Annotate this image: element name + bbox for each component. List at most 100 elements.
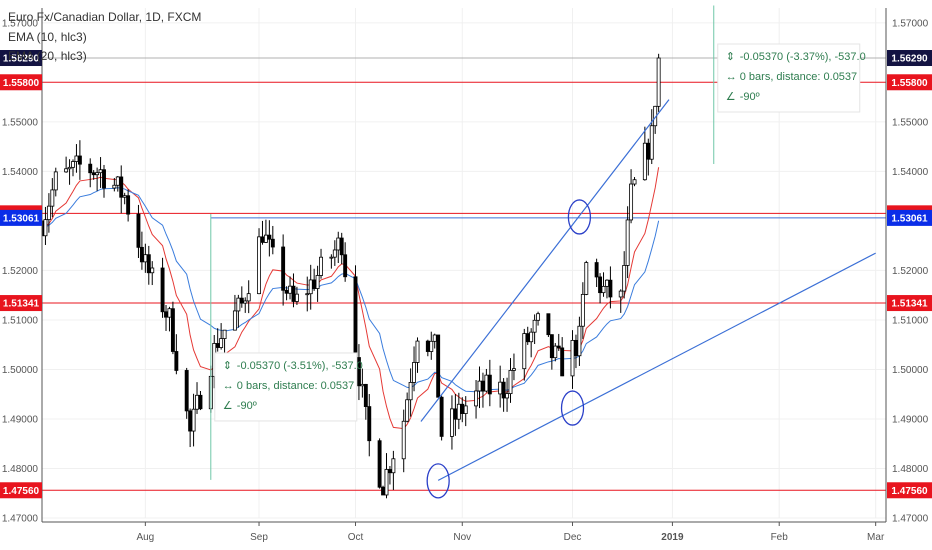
candle <box>384 453 389 499</box>
candle-body <box>401 420 406 460</box>
price-tag-label: 1.56290 <box>3 54 40 65</box>
candle <box>257 228 261 295</box>
candle-body <box>319 256 323 276</box>
candle-body <box>288 285 292 294</box>
candle-body <box>601 285 606 294</box>
candle-body <box>263 234 268 243</box>
candle-body <box>174 351 179 371</box>
price-tag-background <box>887 482 932 499</box>
candle-body <box>356 357 361 387</box>
candle <box>577 316 582 366</box>
candle-body <box>150 267 155 274</box>
x-tick-label: Aug <box>136 532 154 543</box>
x-tick-label: Nov <box>453 532 471 543</box>
right-y-tick-label: 1.50000 <box>892 365 929 376</box>
candle <box>139 231 144 270</box>
candle-body <box>246 293 251 302</box>
candle <box>263 219 268 244</box>
candle <box>405 392 410 423</box>
candle-body <box>532 319 537 333</box>
right-y-tick-label: 1.54000 <box>892 167 929 178</box>
candle <box>67 159 72 185</box>
measure-box <box>214 352 358 422</box>
candle-body <box>508 369 513 395</box>
candle-body <box>102 169 106 189</box>
candle <box>305 276 310 312</box>
candle-body <box>363 383 368 407</box>
candle-body <box>232 310 237 331</box>
candle <box>167 306 172 332</box>
left-y-tick-label: 1.49000 <box>2 414 39 425</box>
candle <box>629 169 634 224</box>
measure-text: -0.05370 (-3.37%), -537.0 <box>740 51 866 63</box>
candle <box>232 294 237 331</box>
candle <box>160 257 165 318</box>
candle <box>126 189 131 222</box>
candle <box>102 164 106 198</box>
candle-body <box>43 219 48 237</box>
candle-body <box>139 246 144 263</box>
ema20-label[interactable]: EMA (20, hlc3) <box>8 49 87 63</box>
price-tag-background <box>887 50 932 67</box>
x-tick-label: Sep <box>250 532 268 543</box>
right-y-tick-label: 1.49000 <box>892 414 929 425</box>
left-y-tick-label: 1.50000 <box>2 365 39 376</box>
candle <box>46 193 51 233</box>
candle-body <box>656 57 661 107</box>
candle-body <box>522 333 527 370</box>
candle-body <box>160 267 165 313</box>
candle-body <box>391 458 396 474</box>
right-price-tag: 1.53061 <box>887 209 932 226</box>
candle-body <box>546 313 551 336</box>
candle <box>391 450 396 490</box>
left-price-tag: 1.55800 <box>0 74 42 91</box>
candle <box>270 225 275 255</box>
candle-body <box>577 325 582 357</box>
candle <box>415 337 420 373</box>
ema10-label[interactable]: EMA (10, hlc3) <box>8 30 87 44</box>
candle <box>98 157 103 188</box>
candle <box>608 266 613 309</box>
candle-body <box>308 279 313 295</box>
candle-body <box>484 374 489 392</box>
candle-body <box>646 142 651 160</box>
candle <box>632 177 637 187</box>
candle-body <box>219 338 224 348</box>
candle-body <box>536 313 541 321</box>
candle-body <box>136 213 141 248</box>
candle <box>525 326 530 345</box>
candle <box>291 273 296 308</box>
candle-body <box>243 300 248 304</box>
candle <box>522 328 527 381</box>
candle-body <box>405 399 410 422</box>
candle-body <box>257 236 261 295</box>
left-y-tick-label: 1.54000 <box>2 167 39 178</box>
candle <box>136 204 141 258</box>
candle <box>188 408 193 448</box>
candle <box>332 240 337 266</box>
candle <box>198 390 203 411</box>
candle-body <box>436 334 441 398</box>
candle-body <box>449 408 454 437</box>
horizontal-levels[interactable] <box>42 57 886 491</box>
candle <box>339 232 344 265</box>
candle <box>594 258 599 288</box>
drawings-layer[interactable]: ⇕ -0.05370 (-3.51%), -537.0↔ 0 bars, dista… <box>210 5 876 499</box>
chart-title: Euro Fx/Canadian Dollar, 1D, FXCM <box>8 10 202 24</box>
candle <box>363 383 368 420</box>
candle <box>480 372 485 408</box>
candle-body <box>222 329 227 339</box>
candle-body <box>632 179 637 185</box>
candle <box>246 280 251 314</box>
candle <box>336 231 341 263</box>
candle <box>122 192 127 205</box>
candle-body <box>91 172 96 176</box>
candle-body <box>195 394 199 410</box>
left-y-tick-label: 1.55000 <box>2 117 39 128</box>
candle <box>367 394 372 457</box>
candle <box>381 485 385 496</box>
highlight-circle <box>567 199 592 235</box>
candle-body <box>605 279 609 287</box>
candle-body <box>284 289 289 294</box>
